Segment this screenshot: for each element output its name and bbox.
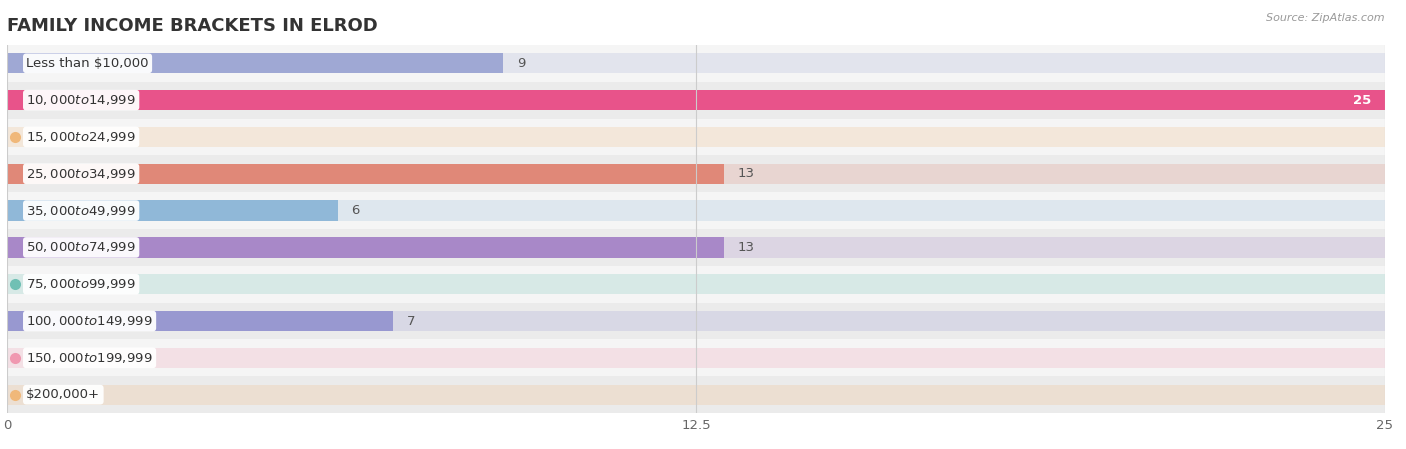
Bar: [7, 266, 1385, 303]
Bar: [7, 200, 337, 221]
Text: $100,000 to $149,999: $100,000 to $149,999: [27, 314, 153, 328]
Text: $50,000 to $74,999: $50,000 to $74,999: [27, 240, 136, 255]
Bar: [7, 237, 724, 258]
Text: 13: 13: [737, 167, 754, 180]
Text: 0: 0: [30, 278, 38, 291]
Bar: [7, 163, 1385, 184]
Bar: [7, 90, 1385, 110]
Bar: [7, 384, 1385, 405]
Text: Source: ZipAtlas.com: Source: ZipAtlas.com: [1267, 13, 1385, 23]
Text: 13: 13: [737, 241, 754, 254]
Text: 0: 0: [30, 388, 38, 401]
Bar: [7, 376, 1385, 413]
Bar: [7, 155, 1385, 192]
Text: $75,000 to $99,999: $75,000 to $99,999: [27, 277, 136, 291]
Bar: [7, 90, 1385, 110]
Bar: [7, 53, 1385, 74]
Bar: [7, 303, 1385, 339]
Bar: [7, 127, 1385, 147]
Text: FAMILY INCOME BRACKETS IN ELROD: FAMILY INCOME BRACKETS IN ELROD: [7, 17, 378, 35]
Bar: [7, 237, 1385, 258]
Bar: [7, 339, 1385, 376]
Text: 0: 0: [30, 352, 38, 364]
Text: $25,000 to $34,999: $25,000 to $34,999: [27, 167, 136, 181]
Text: 9: 9: [517, 57, 526, 70]
Text: 7: 7: [406, 315, 415, 327]
Text: $15,000 to $24,999: $15,000 to $24,999: [27, 130, 136, 144]
Text: 0: 0: [30, 131, 38, 143]
Text: 25: 25: [1353, 94, 1371, 106]
Bar: [7, 348, 1385, 368]
Bar: [7, 200, 1385, 221]
Bar: [7, 229, 1385, 266]
Bar: [7, 163, 724, 184]
Bar: [7, 311, 392, 331]
Bar: [7, 192, 1385, 229]
Bar: [7, 53, 503, 74]
Bar: [7, 119, 1385, 155]
Text: $35,000 to $49,999: $35,000 to $49,999: [27, 203, 136, 218]
Bar: [7, 274, 1385, 295]
Text: Less than $10,000: Less than $10,000: [27, 57, 149, 70]
Text: $200,000+: $200,000+: [27, 388, 100, 401]
Bar: [7, 45, 1385, 82]
Bar: [7, 311, 1385, 331]
Text: 6: 6: [352, 204, 360, 217]
Text: $150,000 to $199,999: $150,000 to $199,999: [27, 351, 153, 365]
Text: $10,000 to $14,999: $10,000 to $14,999: [27, 93, 136, 107]
Bar: [7, 82, 1385, 119]
